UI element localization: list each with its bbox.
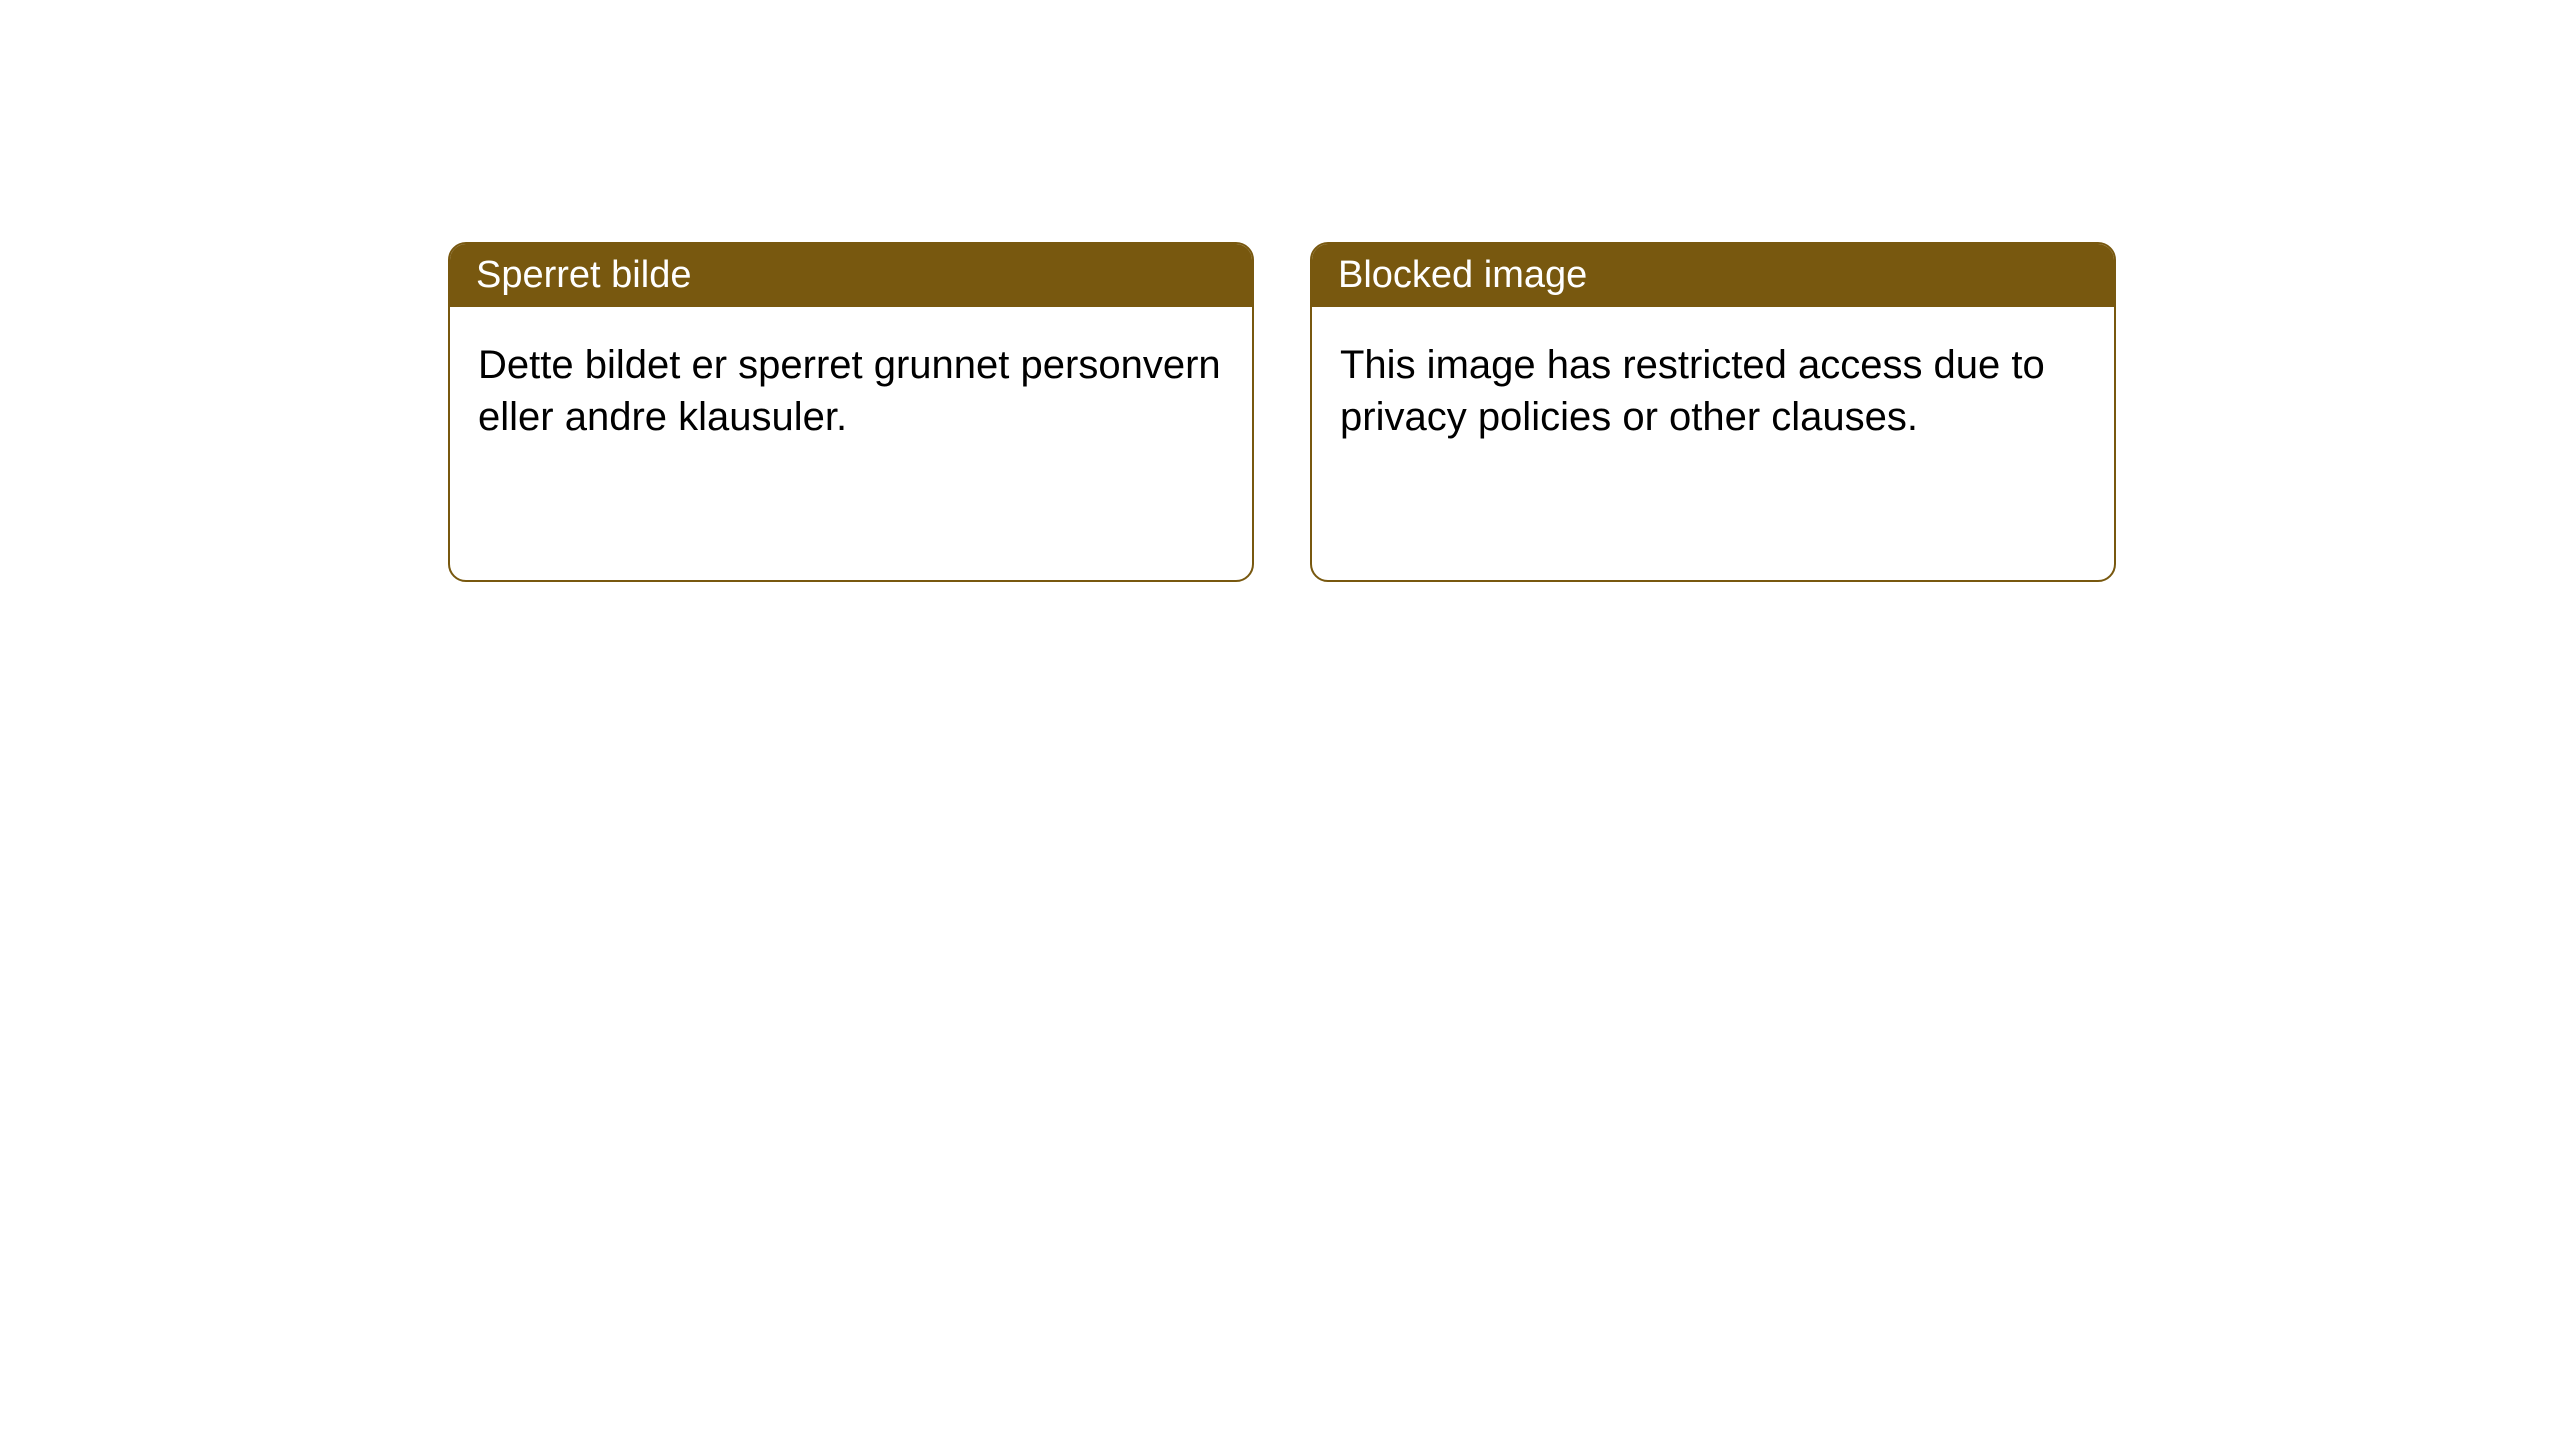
notice-card-norwegian: Sperret bilde Dette bildet er sperret gr…: [448, 242, 1254, 582]
card-title-english: Blocked image: [1338, 254, 1587, 296]
card-body-english: This image has restricted access due to …: [1312, 307, 2114, 475]
notice-container: Sperret bilde Dette bildet er sperret gr…: [448, 242, 2116, 582]
notice-card-english: Blocked image This image has restricted …: [1310, 242, 2116, 582]
card-header-norwegian: Sperret bilde: [450, 244, 1252, 307]
card-header-english: Blocked image: [1312, 244, 2114, 307]
card-text-english: This image has restricted access due to …: [1340, 343, 2045, 439]
card-text-norwegian: Dette bildet er sperret grunnet personve…: [478, 343, 1221, 439]
card-body-norwegian: Dette bildet er sperret grunnet personve…: [450, 307, 1252, 475]
card-title-norwegian: Sperret bilde: [476, 254, 691, 296]
